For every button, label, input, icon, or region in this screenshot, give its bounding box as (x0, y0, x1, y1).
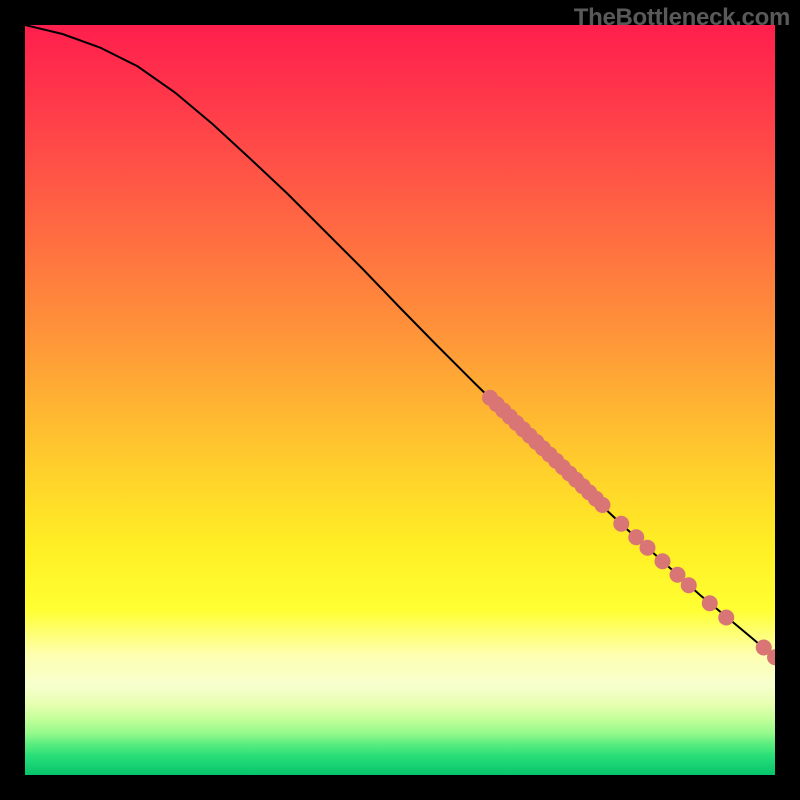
gradient-plot-area (25, 25, 775, 775)
watermark-text: TheBottleneck.com (574, 4, 790, 32)
chart-svg (0, 0, 800, 800)
data-marker (655, 553, 671, 569)
data-marker (681, 577, 697, 593)
data-marker (718, 610, 734, 626)
data-marker (702, 595, 718, 611)
data-marker (640, 540, 656, 556)
data-marker (595, 497, 611, 513)
chart-container: TheBottleneck.com (0, 0, 800, 800)
data-marker (613, 516, 629, 532)
